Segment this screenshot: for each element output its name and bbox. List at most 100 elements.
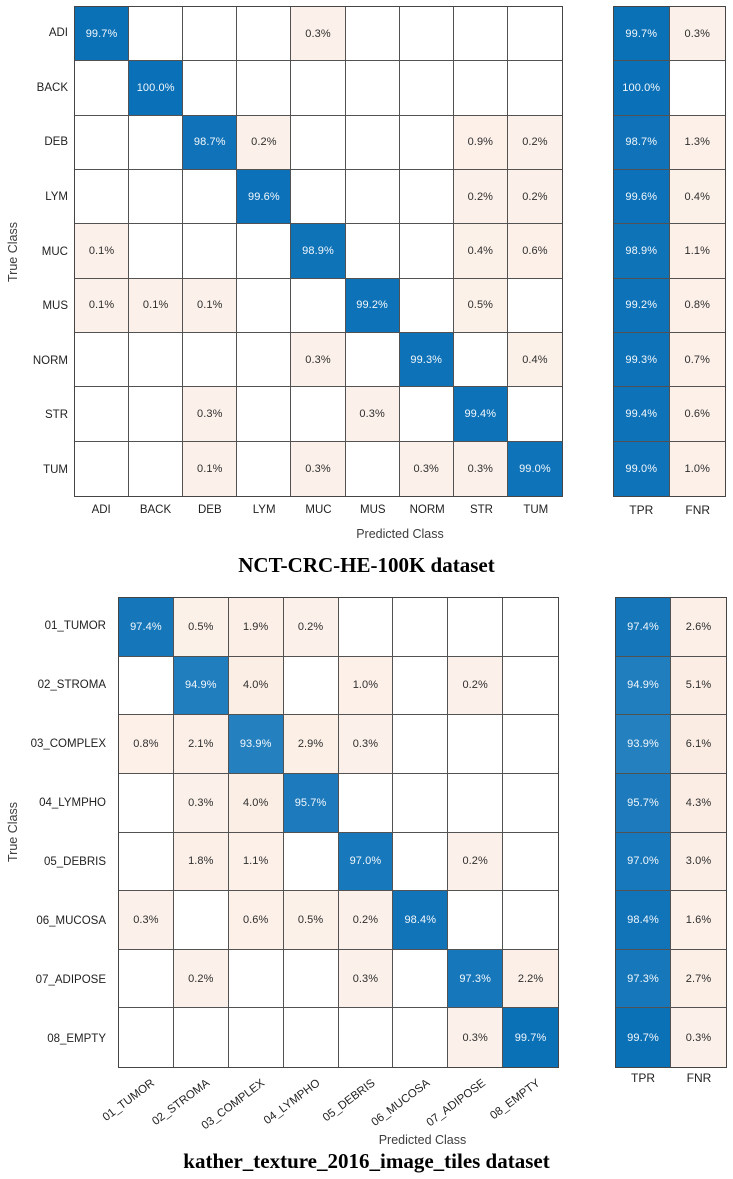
matrix-cell	[345, 61, 400, 116]
summary-cell: 1.6%	[671, 891, 726, 950]
matrix-cell	[129, 115, 184, 170]
row-label: ADI	[48, 27, 68, 40]
col-label-rotated: 07_ADIPOSE	[424, 1077, 488, 1130]
matrix-cell	[503, 832, 558, 892]
matrix-cell	[507, 278, 562, 333]
matrix-cell: 0.4%	[453, 224, 508, 279]
matrix-cell: 2.1%	[173, 715, 229, 774]
matrix-cell	[237, 7, 292, 62]
matrix-cell: 0.3%	[291, 7, 346, 62]
matrix-cell	[237, 278, 292, 333]
matrix-cell	[399, 7, 454, 62]
row-label: BACK	[36, 81, 68, 94]
row-label: 04_LYMPHO	[39, 797, 106, 810]
matrix-cell	[503, 656, 558, 716]
matrix-cell	[345, 224, 400, 279]
col-label: BACK	[139, 504, 172, 516]
summary-cell: 0.8%	[669, 278, 725, 333]
matrix-cell	[399, 169, 454, 225]
matrix-cell: 0.2%	[237, 115, 292, 170]
summary-matrix-nct: 99.7% 0.3% 100.0% 98.7% 1.3% 99.6% 0.4% 98.9% 1.…	[613, 6, 726, 497]
matrix-cell	[75, 332, 130, 388]
matrix-cell	[453, 61, 508, 116]
matrix-cell	[291, 278, 346, 333]
matrix-cell	[448, 891, 504, 950]
col-label: STR	[469, 504, 493, 516]
col-label-rotated: 02_STROMA	[150, 1077, 213, 1128]
row-label: 03_COMPLEX	[30, 738, 106, 751]
matrix-cell	[228, 949, 284, 1009]
summary-cell: 98.4%	[616, 891, 671, 950]
matrix-cell: 0.6%	[507, 224, 562, 279]
summary-cell: 99.2%	[614, 278, 670, 333]
matrix-cell	[338, 1008, 394, 1067]
matrix-cell	[393, 773, 449, 833]
summary-cell: 99.4%	[614, 387, 670, 442]
matrix-cell	[338, 773, 394, 833]
matrix-cell: 0.2%	[507, 169, 562, 225]
row-label: STR	[45, 409, 68, 422]
col-label: MUS	[360, 504, 386, 516]
summary-cell: 100.0%	[614, 61, 670, 116]
row-label: NORM	[32, 354, 68, 367]
matrix-cell	[129, 332, 184, 388]
matrix-cell: 94.9%	[173, 656, 229, 716]
matrix-cell	[119, 656, 174, 716]
summary-col-label: FNR	[686, 1071, 712, 1085]
matrix-cell: 0.5%	[453, 278, 508, 333]
matrix-cell: 1.8%	[173, 832, 229, 892]
matrix-cell	[393, 832, 449, 892]
matrix-cell: 0.3%	[291, 441, 346, 496]
matrix-cell	[173, 1008, 229, 1067]
summary-cell	[669, 61, 725, 116]
row-labels-kather: 01_TUMOR 02_STROMA 03_COMPLEX 04_LYMPHO 05_D…	[8, 597, 112, 1068]
matrix-cell	[283, 656, 339, 716]
matrix-cell: 0.1%	[129, 278, 184, 333]
summary-cell: 94.9%	[616, 656, 671, 716]
matrix-cell: 99.2%	[345, 278, 400, 333]
matrix-cell	[283, 949, 339, 1009]
matrix-cell: 0.3%	[448, 1008, 504, 1067]
matrix-cell	[75, 387, 130, 442]
matrix-cell: 0.6%	[228, 891, 284, 950]
summary-cell: 99.7%	[616, 1008, 671, 1067]
matrix-cell	[453, 332, 508, 388]
summary-cell: 99.6%	[614, 169, 670, 225]
matrix-cell	[345, 169, 400, 225]
matrix-cell: 99.0%	[507, 441, 562, 496]
matrix-cell: 95.7%	[283, 773, 339, 833]
matrix-cell: 0.1%	[75, 224, 130, 279]
matrix-cell	[291, 61, 346, 116]
matrix-cell	[345, 332, 400, 388]
matrix-cell	[338, 598, 394, 657]
matrix-cell	[393, 715, 449, 774]
col-label-rotated: 05_DEBRIS	[320, 1077, 378, 1125]
summary-headers-nct: TPR FNR	[613, 503, 726, 518]
matrix-cell	[129, 169, 184, 225]
matrix-cell	[119, 773, 174, 833]
matrix-cell	[237, 224, 292, 279]
matrix-cell: 1.0%	[338, 656, 394, 716]
matrix-cell	[291, 387, 346, 442]
matrix-cell: 1.9%	[228, 598, 284, 657]
col-label-rotated: 08_EMPTY	[488, 1077, 543, 1123]
matrix-cell: 0.3%	[338, 949, 394, 1009]
matrix-cell: 98.7%	[183, 115, 238, 170]
matrix-cell	[237, 387, 292, 442]
matrix-cell: 100.0%	[129, 61, 184, 116]
col-label: ADI	[91, 504, 111, 516]
matrix-cell: 0.2%	[507, 115, 562, 170]
matrix-cell	[507, 7, 562, 62]
matrix-cell: 0.3%	[173, 773, 229, 833]
summary-cell: 98.9%	[614, 224, 670, 279]
matrix-cell: 0.8%	[119, 715, 174, 774]
matrix-cell	[453, 7, 508, 62]
matrix-cell	[129, 387, 184, 442]
matrix-cell	[399, 224, 454, 279]
summary-cell: 97.4%	[616, 598, 671, 657]
col-label: NORM	[409, 504, 445, 516]
col-label-rotated: 03_COMPLEX	[199, 1077, 268, 1133]
matrix-cell: 0.9%	[453, 115, 508, 170]
confusion-matrix-nct: 99.7% 0.3% 100.0% 98.7% 0.2% 0.9% 0.2% 99.6% 0.2…	[74, 6, 563, 497]
matrix-cell	[173, 891, 229, 950]
